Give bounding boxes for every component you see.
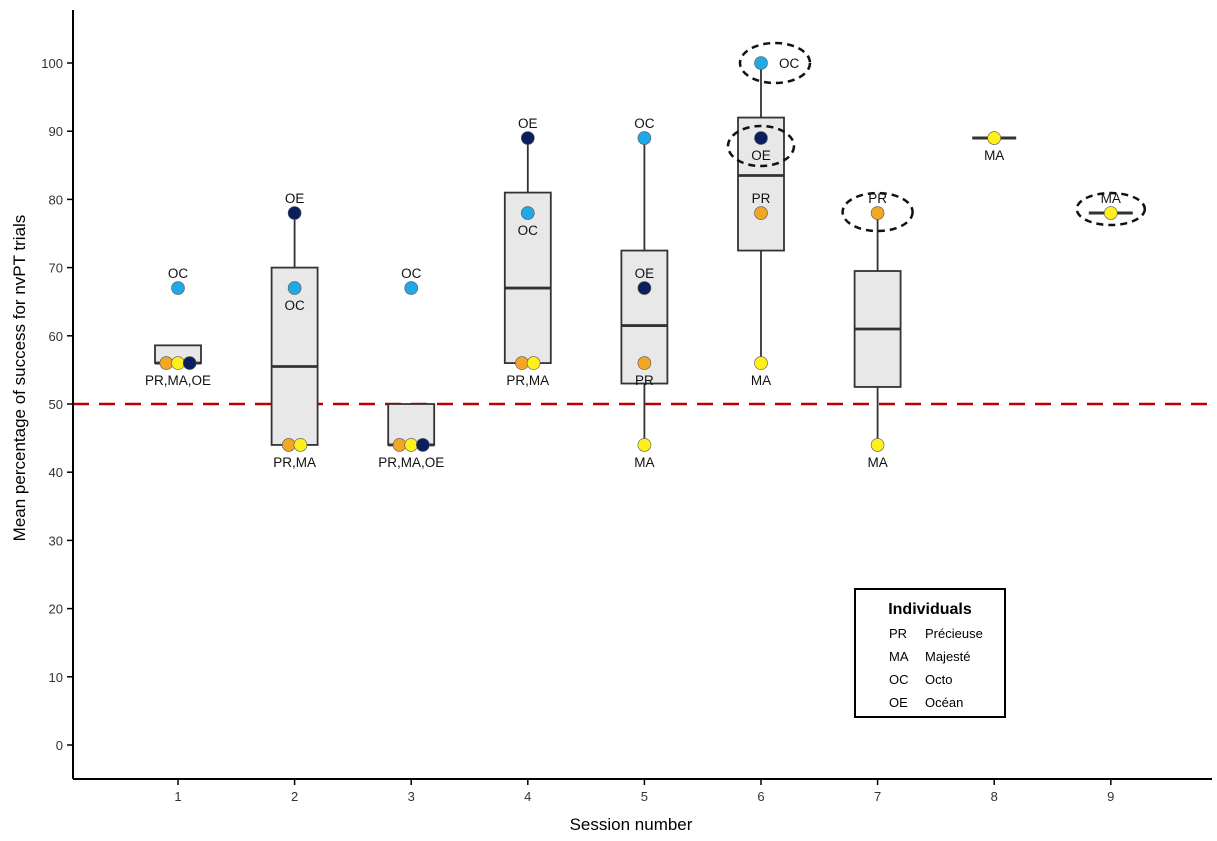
legend-code: OC <box>889 672 909 687</box>
point-label: OC <box>168 266 189 281</box>
point-label: MA <box>1101 191 1121 206</box>
point-label: OC <box>401 266 422 281</box>
y-tick-label: 80 <box>49 192 63 207</box>
data-point-ma <box>171 356 185 370</box>
y-tick-label: 20 <box>49 602 63 617</box>
data-point-ma <box>404 438 419 452</box>
x-tick-label: 9 <box>1107 789 1114 804</box>
x-tick-label: 4 <box>524 789 531 804</box>
data-point-pr <box>637 356 652 370</box>
x-tick-label: 3 <box>408 789 415 804</box>
legend-code: OE <box>889 695 908 710</box>
point-label: MA <box>867 455 887 470</box>
point-label: OC <box>284 298 305 313</box>
legend-name: Octo <box>925 672 952 687</box>
legend-code: PR <box>889 626 907 641</box>
y-tick-label: 100 <box>41 56 63 71</box>
data-point-pr <box>392 438 407 452</box>
box-iqr <box>503 191 552 364</box>
y-axis-title: Mean percentage of success for nvPT tria… <box>10 215 29 542</box>
legend-name: Océan <box>925 695 963 710</box>
data-point-oe <box>637 281 652 295</box>
point-layer <box>159 56 1118 452</box>
data-point-ma <box>637 438 652 452</box>
y-tick-label: 10 <box>49 670 63 685</box>
legend-title: Individuals <box>888 601 972 618</box>
point-label: PR <box>868 191 887 206</box>
point-label: OC <box>634 116 655 131</box>
y-tick-label: 60 <box>49 329 63 344</box>
legend-box <box>854 588 1006 718</box>
point-label: PR <box>635 373 654 388</box>
box-iqr <box>737 116 785 252</box>
data-point-oe <box>416 438 430 452</box>
y-axis-ticks: 0 10 20 30 40 50 60 70 80 90 100 <box>41 56 73 753</box>
highlight-ellipse <box>1075 191 1147 227</box>
point-label: PR,MA,OE <box>145 373 211 388</box>
data-point-ma <box>1104 206 1118 220</box>
highlight-layer <box>726 41 1147 233</box>
data-point-ma <box>526 356 541 370</box>
box-iqr <box>270 266 319 446</box>
data-point-oe <box>520 131 535 145</box>
y-tick-label: 50 <box>49 397 63 412</box>
point-label: PR <box>752 191 771 206</box>
x-tick-label: 1 <box>174 789 181 804</box>
data-point-ma <box>754 356 768 370</box>
data-point-oe <box>182 356 197 370</box>
data-point-pr <box>870 206 885 220</box>
x-tick-label: 5 <box>641 789 648 804</box>
axes <box>72 10 1212 780</box>
data-point-pr <box>159 356 174 370</box>
point-label: OE <box>518 116 538 131</box>
point-label: OE <box>751 148 771 163</box>
legend-name: Précieuse <box>925 626 983 641</box>
x-tick-label: 7 <box>874 789 881 804</box>
data-point-oc <box>520 206 535 220</box>
data-point-oc <box>404 281 419 295</box>
data-point-oc <box>171 281 185 295</box>
point-label: MA <box>634 455 654 470</box>
data-point-pr <box>515 356 529 370</box>
legend: Individuals PR Précieuse MA Majesté OC O… <box>854 588 1006 718</box>
highlight-ellipse <box>841 191 914 233</box>
legend-code: MA <box>889 649 909 664</box>
y-tick-label: 40 <box>49 465 63 480</box>
y-tick-label: 0 <box>56 738 63 753</box>
y-tick-label: 90 <box>49 124 63 139</box>
data-point-pr <box>754 206 768 220</box>
data-point-pr <box>281 438 296 452</box>
point-label: OE <box>635 266 655 281</box>
box-layer <box>154 63 1133 447</box>
point-label: MA <box>751 373 771 388</box>
data-point-oe <box>754 131 768 145</box>
y-tick-label: 70 <box>49 261 63 276</box>
highlight-ellipse <box>738 41 812 85</box>
data-point-ma <box>293 438 308 452</box>
point-label: MA <box>984 148 1004 163</box>
point-label: PR,MA,OE <box>378 455 444 470</box>
x-tick-label: 2 <box>291 789 298 804</box>
x-tick-label: 6 <box>757 789 764 804</box>
x-axis-title: Session number <box>570 815 693 834</box>
y-tick-label: 30 <box>49 533 63 548</box>
data-point-oc <box>637 131 652 145</box>
point-label: PR,MA <box>506 373 549 388</box>
legend-name: Majesté <box>925 649 971 664</box>
data-point-ma <box>870 438 885 452</box>
point-label: OC <box>518 223 539 238</box>
data-point-oc <box>287 281 302 295</box>
highlight-ellipse <box>726 124 796 168</box>
data-point-oe <box>287 206 302 220</box>
x-axis-ticks: 1 2 3 4 5 6 7 8 9 <box>174 779 1114 804</box>
point-label: PR,MA <box>273 455 316 470</box>
x-tick-label: 8 <box>991 789 998 804</box>
data-point-ma <box>987 131 1002 145</box>
data-point-oc <box>754 56 768 70</box>
point-label: OC <box>779 56 800 71</box>
label-layer: OC PR,MA,OE OE OC PR,MA OC PR,MA,OE OE OC PR,MA OC… <box>145 56 1121 470</box>
point-label: OE <box>285 191 305 206</box>
